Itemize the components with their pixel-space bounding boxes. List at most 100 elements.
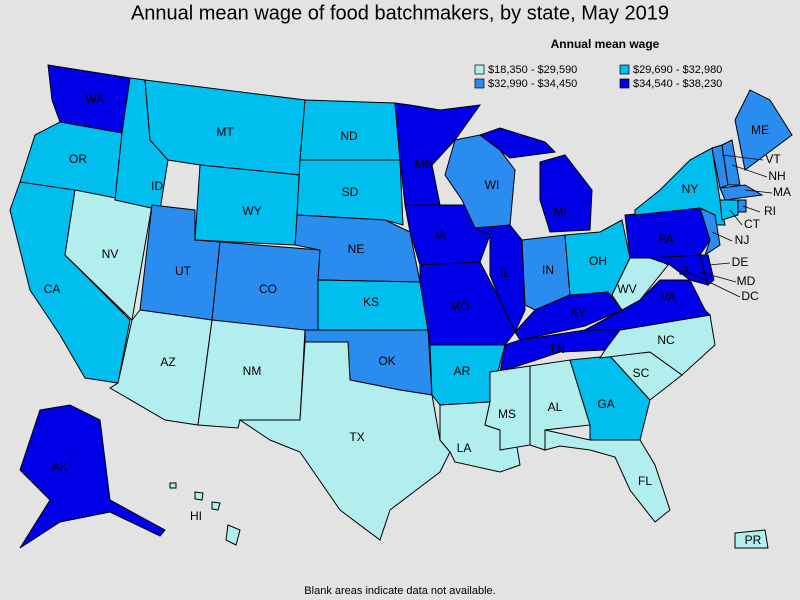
state-label: MS [498, 407, 516, 421]
leader-line [729, 209, 743, 226]
state-label: CT [744, 217, 761, 231]
state [478, 127, 557, 159]
state [225, 524, 241, 546]
footnote: Blank areas indicate data not available. [304, 585, 495, 597]
legend-swatch [619, 78, 630, 89]
state-label: SD [342, 185, 359, 199]
leader-line [731, 164, 768, 178]
state [734, 529, 769, 549]
leader-line [699, 271, 737, 283]
leader-line [721, 154, 764, 161]
state-label: PA [658, 232, 673, 246]
legend: $18,350 - $29,590 $29,690 - $32,980 $32,99… [474, 64, 722, 90]
legend-title: Annual mean wage [551, 37, 660, 51]
title: Annual mean wage of food batchmakers, by… [131, 2, 669, 24]
state-label: OK [378, 354, 395, 368]
states [9, 64, 793, 549]
state-label: NC [657, 333, 675, 347]
legend-label: $32,990 - $34,450 [488, 78, 577, 90]
legend-label: $18,350 - $29,590 [488, 64, 577, 76]
state-label: MT [216, 125, 234, 139]
state-label: DC [741, 289, 759, 303]
state-label: HI [190, 509, 202, 523]
state-label: MN [415, 157, 434, 171]
state-label: FL [638, 474, 652, 488]
state-label: LA [457, 441, 472, 455]
state [679, 266, 688, 275]
state-label: WY [242, 204, 261, 218]
legend-swatch [619, 64, 630, 75]
state [238, 341, 451, 541]
state-label: PR [745, 533, 762, 547]
state-label: VA [660, 290, 675, 304]
state-label: ID [151, 179, 163, 193]
state-label: ME [751, 123, 769, 137]
state-label: TN [549, 342, 565, 356]
state-label: NM [243, 364, 262, 378]
state-label: DE [732, 255, 749, 269]
state-label: OR [69, 152, 87, 166]
state-label: AK [52, 460, 68, 474]
state-label: MA [773, 185, 791, 199]
state [514, 291, 623, 341]
state [719, 184, 764, 201]
state-label: MD [737, 274, 756, 288]
leader-line [708, 262, 731, 266]
state [194, 491, 204, 501]
leader-line [711, 231, 733, 242]
state [539, 154, 593, 233]
state-label: NH [768, 169, 785, 183]
leader-line [683, 269, 741, 298]
state-label: IN [542, 263, 554, 277]
state-label: CA [44, 282, 61, 296]
state [296, 159, 404, 226]
state [699, 254, 715, 286]
state-label: GA [597, 397, 614, 411]
state [721, 139, 741, 186]
state-label: OH [589, 254, 607, 268]
state-label: MI [553, 205, 566, 219]
state-label: SC [633, 366, 650, 380]
state-label: AL [548, 400, 563, 414]
state [599, 314, 716, 376]
state-label: NY [682, 182, 699, 196]
state-label: WA [86, 92, 105, 106]
state-label: IA [435, 228, 446, 242]
legend-swatch [474, 64, 485, 75]
state [734, 89, 793, 171]
state-label: UT [175, 264, 192, 278]
state-label: KS [363, 295, 379, 309]
state [394, 102, 482, 206]
leader-line [742, 205, 761, 213]
legend-swatch [474, 78, 485, 89]
state [699, 207, 721, 257]
state [109, 309, 213, 426]
state-label: RI [764, 204, 776, 218]
state-label: WV [617, 282, 636, 296]
state [737, 199, 747, 213]
state-label: NV [102, 247, 119, 261]
state [211, 501, 221, 511]
state-labels: WA OR CA NV ID MT WY UT CO AZ NM ND SD NE KS OK TX MN IA MO… [44, 92, 791, 547]
state-label: CO [259, 282, 277, 296]
state-label: NE [348, 242, 365, 256]
state-label: AZ [160, 355, 175, 369]
state-label: KY [570, 306, 586, 320]
state-label: AR [454, 364, 471, 378]
state-label: IL [500, 266, 510, 280]
state [649, 254, 709, 286]
state-label: TX [349, 430, 364, 444]
legend-label: $34,540 - $38,230 [633, 78, 722, 90]
state-label: ND [340, 129, 358, 143]
state [544, 429, 671, 523]
state-label: WI [485, 178, 500, 192]
legend-label: $29,690 - $32,980 [633, 64, 722, 76]
state [19, 404, 166, 549]
leader-line [744, 189, 773, 194]
state-label: NJ [735, 233, 750, 247]
state [169, 482, 177, 489]
state-label: MO [450, 299, 469, 313]
state-label: VT [765, 152, 781, 166]
